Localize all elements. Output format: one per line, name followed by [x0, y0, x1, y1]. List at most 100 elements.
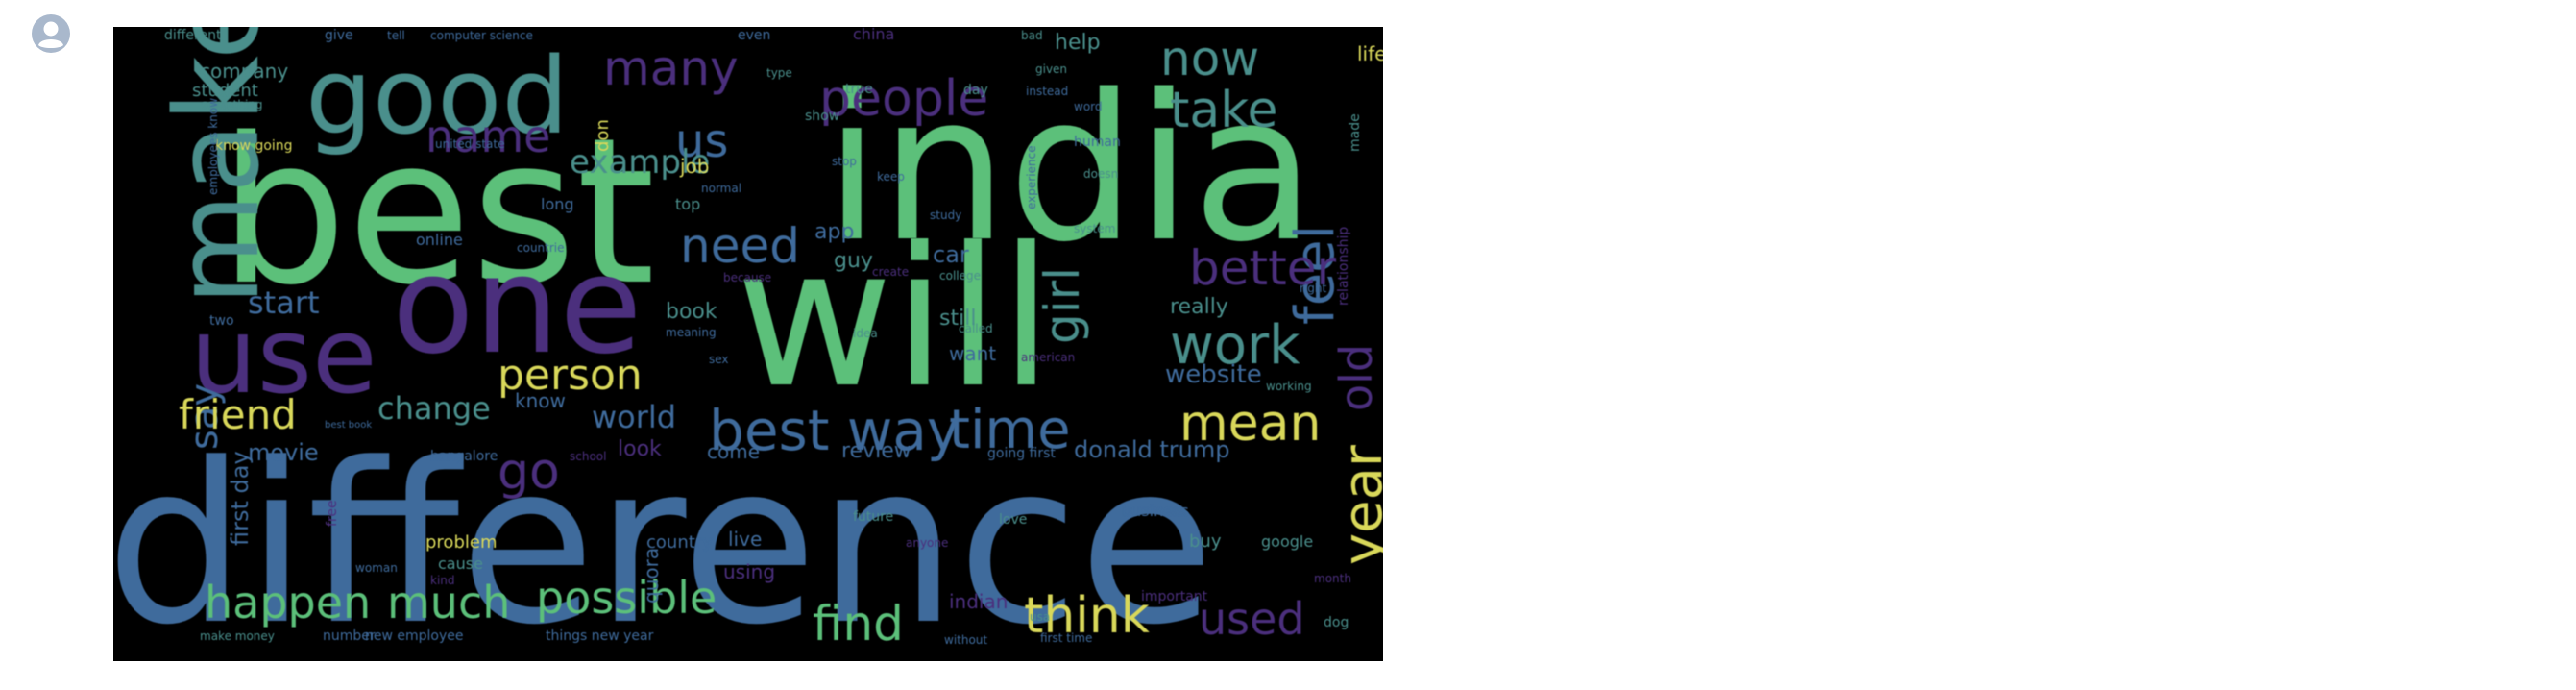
word-top: top — [675, 195, 700, 213]
word-guy: guy — [834, 249, 873, 273]
word-united-state: united state — [435, 137, 504, 151]
word-website: website — [1165, 360, 1262, 389]
word-name: name — [425, 111, 550, 162]
word-cloud-image: india best will difference one use good make man… — [113, 27, 1383, 661]
word-tell: tell — [387, 29, 405, 42]
word-look: look — [618, 437, 662, 461]
word-india: india — [824, 51, 1316, 286]
word-system: system — [1074, 222, 1115, 235]
word-computer-science: computer science — [430, 29, 533, 42]
word-experience: experience — [1025, 145, 1038, 209]
word-want: want — [949, 342, 996, 365]
word-help: help — [1055, 31, 1101, 55]
word-go: go — [498, 443, 560, 501]
word-college: college — [939, 269, 981, 283]
word-now: now — [1160, 31, 1259, 86]
word-review: review — [841, 439, 911, 463]
word-american: american — [1021, 351, 1075, 364]
word-don: don — [593, 119, 613, 152]
word-make-money: make money — [200, 629, 275, 643]
word-us: us — [675, 114, 728, 168]
word-meaning: meaning — [666, 326, 717, 339]
word-time: time — [949, 399, 1071, 461]
word-relationship: relationship — [1336, 227, 1351, 306]
word-student: student — [192, 81, 258, 101]
word-best: best — [219, 94, 655, 330]
word-best-way: best way — [709, 398, 960, 463]
word-good: good — [305, 35, 569, 158]
word-kind: kind — [430, 574, 455, 587]
word-know-going: know going — [215, 138, 293, 154]
word-problem: problem — [425, 532, 497, 553]
word-two: two — [209, 313, 234, 329]
word-right: right — [1300, 282, 1326, 295]
word-app: app — [814, 220, 854, 244]
word-long: long — [541, 195, 574, 213]
word-people: people — [819, 70, 988, 128]
word-difference: difference — [113, 417, 1215, 661]
word-online: online — [416, 231, 463, 249]
word-day: day — [963, 83, 988, 98]
word-many: many — [603, 40, 739, 96]
word-company: company — [200, 60, 288, 83]
word-will: will — [736, 207, 1053, 431]
word-important: important — [1141, 589, 1208, 604]
word-friend: friend — [179, 391, 297, 438]
word-bad: bad — [1021, 29, 1043, 42]
word-first-time: first time — [1040, 631, 1092, 645]
word-create: create — [872, 265, 909, 279]
word-book: book — [666, 300, 717, 324]
word-need: need — [680, 218, 800, 274]
word-called: called — [959, 322, 993, 335]
word-one: one — [392, 228, 643, 384]
word-keep: keep — [877, 170, 905, 184]
word-countrie: countrie — [517, 241, 565, 255]
word-something: something — [202, 98, 263, 111]
word-make: make — [152, 27, 285, 306]
word-old: old — [1330, 344, 1382, 411]
word-woman: woman — [355, 561, 398, 575]
word-cause: cause — [438, 554, 483, 573]
word-china: china — [853, 27, 894, 43]
word-normal: normal — [701, 182, 741, 195]
word-even: even — [738, 28, 770, 43]
word-given: given — [1035, 62, 1067, 76]
word-new-employee: new employee — [365, 628, 464, 644]
word-really: really — [1170, 295, 1228, 319]
word-change: change — [377, 390, 491, 427]
word-future: future — [853, 509, 893, 525]
word-different: different — [164, 28, 222, 43]
word-give: give — [325, 28, 353, 43]
word-number: number — [323, 628, 376, 644]
word-google: google — [1261, 532, 1313, 551]
word-stop: stop — [832, 155, 857, 168]
word-come: come — [707, 440, 760, 463]
word-working: working — [1266, 380, 1312, 393]
word-know: know — [515, 389, 566, 412]
word-because: because — [723, 271, 771, 284]
word-year: year — [1332, 444, 1383, 565]
word-better: better — [1189, 240, 1336, 296]
word-buy: buy — [1189, 531, 1222, 552]
word-use: use — [190, 294, 377, 417]
word-still: still — [939, 307, 976, 331]
word-anyone: anyone — [906, 536, 948, 550]
word-school: school — [570, 450, 606, 463]
word-take: take — [1170, 82, 1278, 139]
word-start: start — [248, 284, 320, 321]
word-example: example — [570, 143, 710, 182]
word-best-book: best book — [325, 420, 372, 431]
word-used: used — [1199, 593, 1305, 645]
word-study: study — [930, 209, 961, 222]
user-avatar-icon[interactable] — [31, 13, 71, 54]
word-live: live — [728, 528, 762, 551]
word-find: find — [813, 596, 904, 652]
word-business: business — [1122, 502, 1189, 520]
word-donald-trump: donald trump — [1074, 436, 1229, 463]
word-month: month — [1314, 572, 1351, 585]
word-things-new-year: things new year — [546, 628, 654, 644]
word-car: car — [933, 241, 969, 268]
word-work: work — [1170, 314, 1300, 377]
